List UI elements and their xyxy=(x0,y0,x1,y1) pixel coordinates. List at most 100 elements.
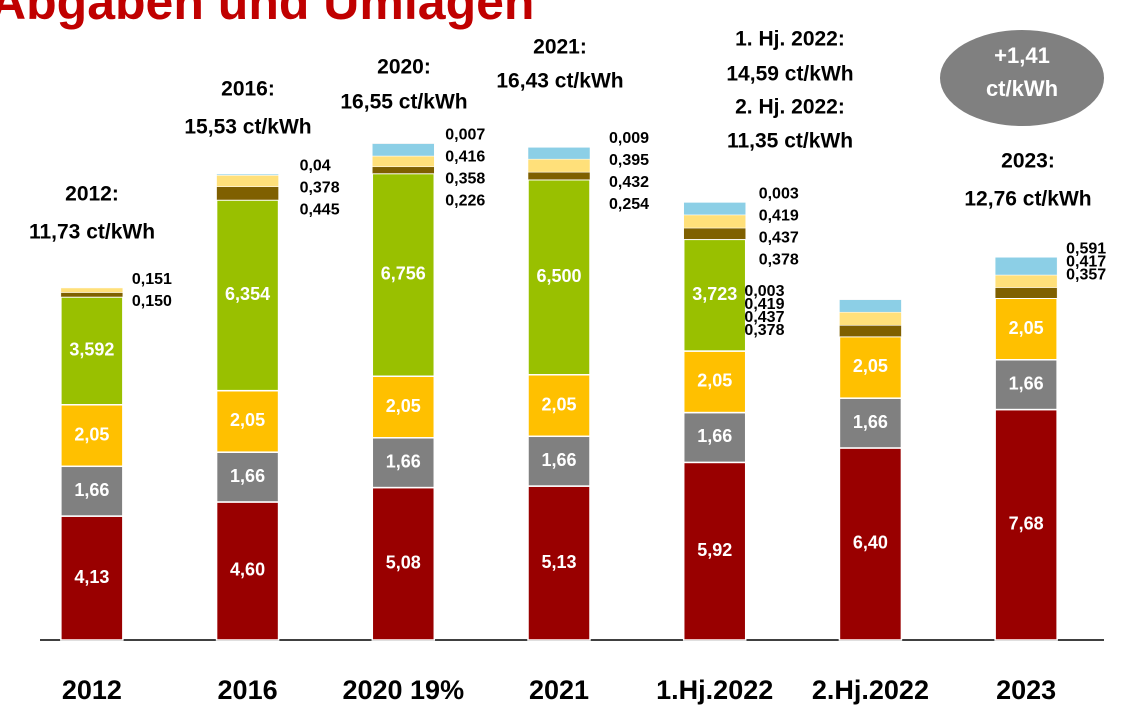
bar-segment xyxy=(215,389,280,453)
segment-label: 1,66 xyxy=(697,426,732,446)
segment-label: 2,05 xyxy=(541,394,576,414)
total-annotation: 2. Hj. 2022: xyxy=(735,96,845,119)
x-tick-label: 2021 xyxy=(529,675,589,705)
bar-segment xyxy=(994,408,1058,641)
badge-text: ct/kWh xyxy=(986,76,1058,101)
small-label: 0,150 xyxy=(132,293,172,310)
segment-label: 6,40 xyxy=(853,533,888,553)
segment-label: 5,92 xyxy=(697,540,732,560)
total-annotation: 16,43 ct/kWh xyxy=(496,70,623,93)
bar-segment xyxy=(683,227,746,240)
segment-label: 1,66 xyxy=(1009,373,1044,393)
total-annotation: 11,73 ct/kWh xyxy=(29,221,155,244)
bar-segment xyxy=(371,437,436,489)
small-label: 0,003 xyxy=(759,185,799,202)
segment-label: 2,05 xyxy=(230,410,265,430)
bar-segment xyxy=(838,447,903,641)
bar-segment xyxy=(371,172,436,378)
small-label: 0,395 xyxy=(609,152,649,169)
bar-segment xyxy=(527,178,591,376)
total-annotation: 16,55 ct/kWh xyxy=(340,91,467,114)
bar-segment xyxy=(682,350,747,414)
small-label: 0,378 xyxy=(300,179,340,196)
x-tick-label: 2020 19% xyxy=(342,675,464,705)
small-label: 0,419 xyxy=(744,296,784,313)
bar-segment xyxy=(216,175,279,187)
small-label: 0,445 xyxy=(300,201,340,218)
x-tick-label: 2.Hj.2022 xyxy=(812,675,929,705)
bar-segment xyxy=(372,155,435,168)
small-label: 0,04 xyxy=(300,157,331,174)
segment-label: 6,354 xyxy=(225,284,270,304)
segment-label: 3,723 xyxy=(692,284,737,304)
segment-label: 1,66 xyxy=(230,466,265,486)
segment-label: 2,05 xyxy=(853,356,888,376)
bar-segment xyxy=(60,296,124,406)
x-tick-label: 2023 xyxy=(996,675,1056,705)
total-annotation: 1. Hj. 2022: xyxy=(735,28,845,51)
bar-segment xyxy=(215,501,280,641)
total-annotation: 2021: xyxy=(533,36,587,59)
small-label: 0,007 xyxy=(445,127,485,144)
small-label: 0,378 xyxy=(744,322,784,339)
bar-segment xyxy=(527,147,591,160)
total-annotation: 11,35 ct/kWh xyxy=(727,130,853,153)
bar-segment xyxy=(838,397,903,449)
bar-segment xyxy=(994,274,1058,288)
small-label: 0,151 xyxy=(132,271,172,288)
bar-segment xyxy=(372,143,435,157)
segment-label: 6,756 xyxy=(381,264,426,284)
bar-segment xyxy=(60,292,124,298)
bar-segment xyxy=(839,325,902,337)
x-tick-label: 1.Hj.2022 xyxy=(656,675,773,705)
segment-label: 4,13 xyxy=(74,567,109,587)
segment-label: 7,68 xyxy=(1009,514,1044,534)
bar-segment xyxy=(839,311,902,326)
small-label: 0,437 xyxy=(744,309,784,326)
bar-segment xyxy=(60,404,124,468)
bar-segment xyxy=(60,465,124,517)
small-label: 0,003 xyxy=(744,283,784,300)
segment-label: 5,08 xyxy=(386,553,421,573)
total-annotation: 15,53 ct/kWh xyxy=(184,116,311,139)
small-label: 0,378 xyxy=(759,251,799,268)
segment-label: 1,66 xyxy=(541,450,576,470)
segment-label: 3,592 xyxy=(69,340,114,360)
bar-segment xyxy=(216,173,279,176)
segment-label: 4,60 xyxy=(230,560,265,580)
bar-segment xyxy=(682,411,747,464)
bar-segment xyxy=(839,299,902,313)
bar-segment xyxy=(994,257,1058,276)
bar-segment xyxy=(683,202,746,216)
bar-segment xyxy=(838,335,903,399)
segment-label: 2,05 xyxy=(1009,318,1044,338)
bar-segment xyxy=(527,435,591,487)
chart-title: Abgaben und Umlagen xyxy=(0,0,534,30)
bar-segment xyxy=(215,199,280,392)
segment-label: 1,66 xyxy=(74,480,109,500)
small-label: 0,437 xyxy=(759,229,799,246)
small-label: 0,009 xyxy=(609,130,649,147)
total-annotation: 2023: xyxy=(1001,150,1055,173)
x-tick-label: 2016 xyxy=(218,675,278,705)
segment-label: 2,05 xyxy=(74,424,109,444)
bar-segment xyxy=(60,287,124,293)
bar-segment xyxy=(371,375,436,439)
bar-segment xyxy=(527,158,591,173)
small-label: 0,357 xyxy=(1066,267,1106,284)
small-label: 0,358 xyxy=(445,171,485,188)
badge xyxy=(940,30,1104,126)
bar-segment xyxy=(216,186,279,201)
small-label: 0,591 xyxy=(1066,241,1106,258)
bar-segment xyxy=(527,485,591,641)
bar-segment xyxy=(994,297,1058,361)
small-label: 0,432 xyxy=(609,174,649,191)
total-annotation: 2012: xyxy=(65,183,119,206)
bar-segment xyxy=(994,359,1058,411)
total-annotation: 2016: xyxy=(221,78,275,101)
segment-label: 5,13 xyxy=(541,552,576,572)
small-label: 0,254 xyxy=(609,196,649,213)
bar-segment xyxy=(371,486,436,641)
segment-label: 1,66 xyxy=(386,451,421,471)
